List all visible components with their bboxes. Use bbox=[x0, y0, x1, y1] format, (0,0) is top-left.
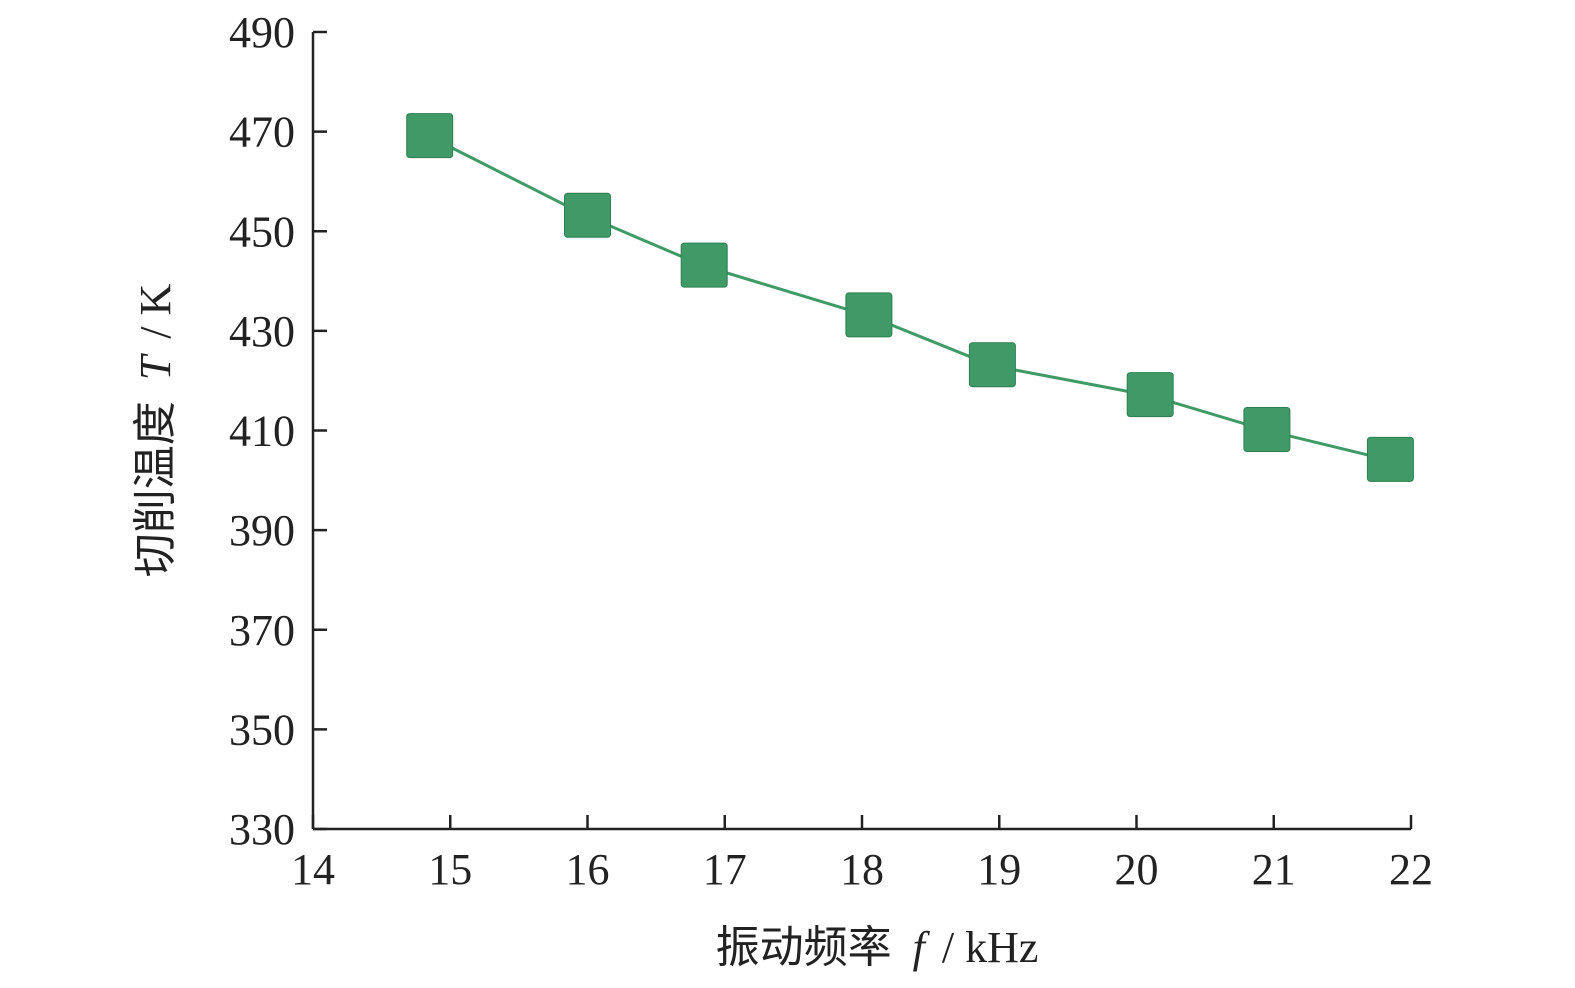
x-axis-label: 振动频率 f / kHz bbox=[716, 923, 1039, 972]
x-tick-label: 19 bbox=[977, 845, 1021, 894]
x-axis-label-text: 振动频率 bbox=[716, 923, 892, 972]
x-tick-label: 14 bbox=[291, 845, 335, 894]
y-tick-label: 450 bbox=[229, 207, 295, 256]
y-tick-label: 410 bbox=[229, 407, 295, 456]
x-tick-label: 21 bbox=[1252, 845, 1296, 894]
y-tick-label: 390 bbox=[229, 506, 295, 555]
data-point-marker bbox=[1366, 436, 1414, 482]
y-tick-label: 430 bbox=[229, 307, 295, 356]
x-axis-label-symbol: f bbox=[913, 923, 931, 972]
x-tick-label: 22 bbox=[1389, 845, 1433, 894]
data-point-marker bbox=[1126, 372, 1174, 418]
y-axis-label-text: 切削温度 bbox=[131, 401, 180, 577]
x-tick-label: 15 bbox=[428, 845, 472, 894]
x-tick-label: 17 bbox=[703, 845, 747, 894]
data-point-marker bbox=[968, 342, 1016, 388]
y-tick-label: 350 bbox=[229, 705, 295, 754]
labels-layer: 振动频率 f / kHz 切削温度 T / K bbox=[131, 284, 1038, 972]
data-point-marker bbox=[1243, 407, 1291, 452]
y-tick-label: 330 bbox=[229, 805, 295, 854]
ticks-layer: 14 15 16 17 18 19 20 21 22 330 350 370 390 410 430 450 4… bbox=[229, 8, 1433, 894]
x-axis-label-unit: / kHz bbox=[942, 923, 1039, 972]
x-tick-label: 18 bbox=[840, 845, 884, 894]
data-point-marker bbox=[845, 292, 893, 338]
x-tick-label: 20 bbox=[1115, 845, 1159, 894]
y-tick-label: 490 bbox=[229, 8, 295, 57]
series-layer bbox=[406, 113, 1414, 482]
y-axis-label-unit: / K bbox=[131, 284, 180, 339]
data-point-marker bbox=[680, 242, 728, 288]
data-point-marker bbox=[564, 192, 611, 238]
data-point-marker bbox=[406, 113, 454, 159]
y-tick-label: 370 bbox=[229, 606, 295, 655]
y-axis-label-symbol: T bbox=[131, 352, 180, 380]
x-tick-label: 16 bbox=[566, 845, 610, 894]
y-axis-label: 切削温度 T / K bbox=[131, 284, 180, 578]
y-tick-label: 470 bbox=[229, 108, 295, 157]
